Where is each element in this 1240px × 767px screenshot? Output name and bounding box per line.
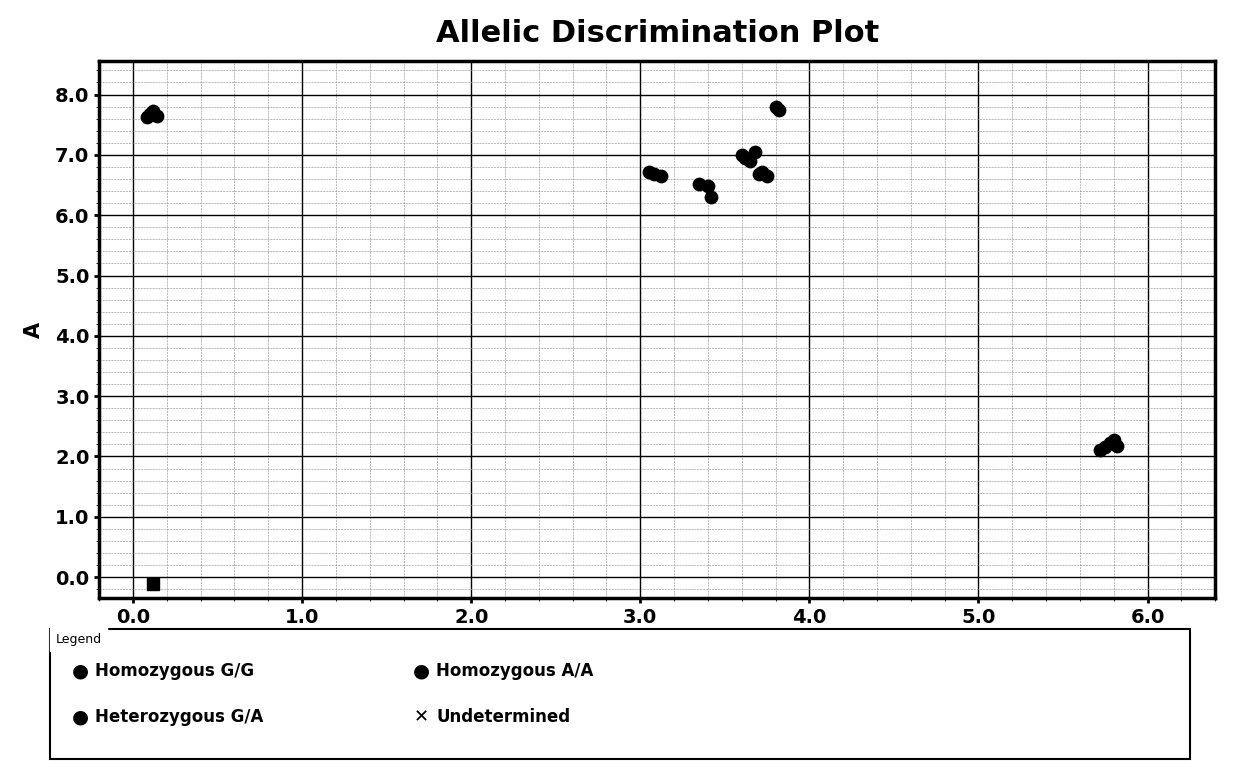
Point (702, 191, 722, 203)
Text: Legend: Legend (56, 633, 102, 646)
Point (749, 168, 769, 180)
X-axis label: G: G (649, 638, 666, 658)
Point (1104, 433, 1123, 446)
Y-axis label: A: A (24, 321, 43, 338)
Title: Allelic Discrimination Plot: Allelic Discrimination Plot (435, 19, 879, 48)
Point (1107, 439, 1127, 452)
Point (639, 166, 658, 178)
Point (740, 155, 760, 167)
Point (698, 180, 718, 193)
Point (1095, 441, 1115, 453)
Text: ●: ● (72, 708, 89, 726)
Point (735, 152, 755, 164)
Text: Heterozygous G/A: Heterozygous G/A (95, 708, 264, 726)
Point (144, 578, 164, 591)
Point (644, 168, 663, 180)
Text: Homozygous G/G: Homozygous G/G (95, 662, 254, 680)
Point (146, 110, 166, 122)
Point (1090, 444, 1110, 456)
Point (758, 170, 777, 182)
Point (769, 104, 789, 116)
Text: ●: ● (72, 662, 89, 680)
Point (136, 111, 156, 123)
Text: Homozygous A/A: Homozygous A/A (436, 662, 594, 680)
Text: Undetermined: Undetermined (436, 708, 570, 726)
Point (689, 178, 709, 190)
Point (732, 149, 751, 161)
Point (745, 146, 765, 158)
Text: ✕: ✕ (414, 708, 429, 726)
Point (651, 170, 671, 182)
Text: ●: ● (413, 662, 430, 680)
Point (765, 100, 785, 113)
Point (1100, 437, 1120, 449)
Point (753, 166, 773, 178)
Point (144, 105, 164, 117)
Point (140, 107, 160, 120)
